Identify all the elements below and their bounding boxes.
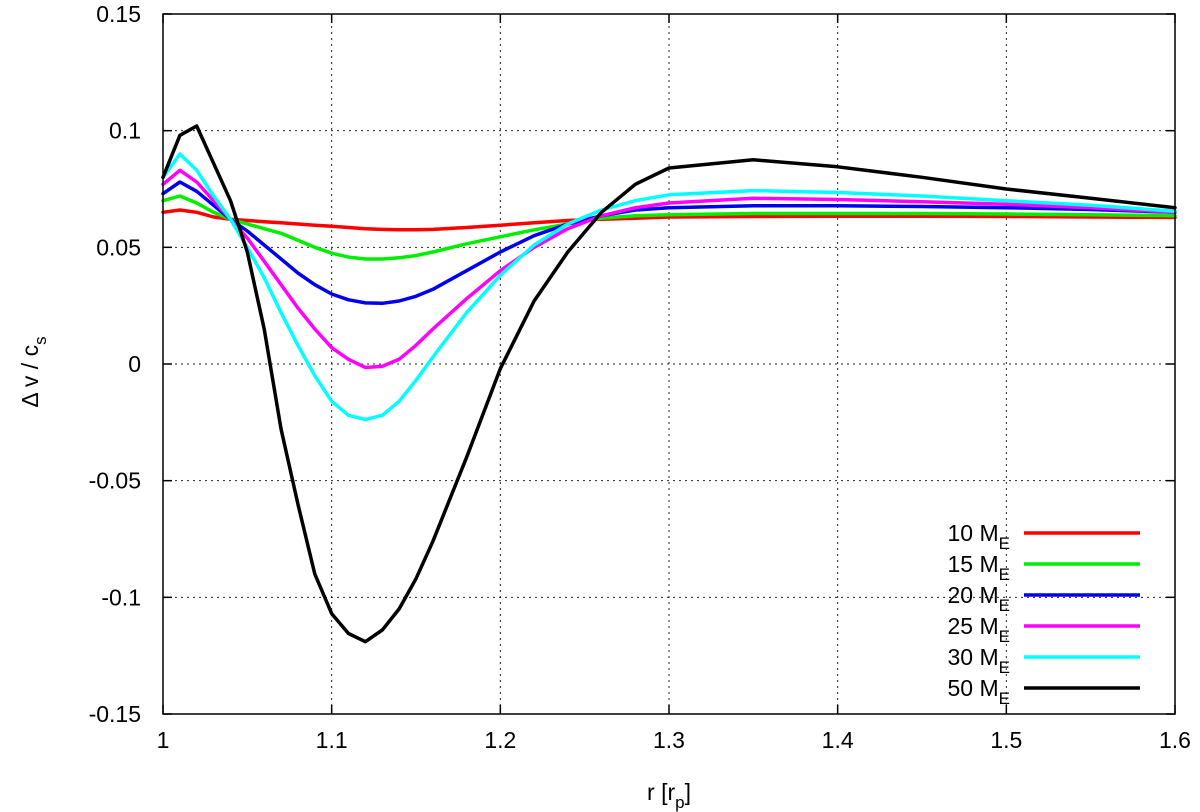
y-axis-label: Δ v / cs	[17, 336, 50, 407]
y-tick-labels: -0.15 -0.1 -0.05 0 0.05 0.1 0.15	[89, 1, 141, 727]
grid	[163, 14, 1175, 714]
legend-label-main: 15 M	[948, 551, 999, 577]
series-line	[161, 180, 1177, 306]
legend-label: 10 ME	[948, 520, 1010, 553]
legend-label-sub: E	[999, 534, 1010, 553]
y-tick-label: 0	[128, 351, 141, 377]
legend-label-sub: E	[999, 689, 1010, 708]
x-axis-label: r [rp]	[647, 779, 691, 812]
x-axis-label-sub: p	[675, 793, 684, 812]
x-axis-label-end: ]	[685, 779, 691, 805]
series-line	[161, 194, 1177, 261]
legend-label: 15 ME	[948, 551, 1010, 584]
x-tick-label: 1.5	[990, 727, 1022, 753]
series-line	[161, 208, 1177, 232]
x-tick-labels: 1 1.1 1.2 1.3 1.4 1.5 1.6	[157, 727, 1191, 753]
legend-label: 30 ME	[948, 644, 1010, 677]
x-tick-label: 1.1	[316, 727, 348, 753]
series-line	[161, 168, 1177, 370]
legend-label: 50 ME	[948, 675, 1010, 708]
legend-label-sub: E	[999, 627, 1010, 646]
series-line	[161, 124, 1177, 644]
x-tick-label: 1.3	[653, 727, 685, 753]
x-tick-label: 1	[157, 727, 170, 753]
x-tick-label: 1.2	[484, 727, 516, 753]
x-axis-label-main: r [r	[647, 779, 675, 805]
x-tick-label: 1.4	[822, 727, 854, 753]
y-tick-label: -0.15	[89, 701, 141, 727]
series-layer	[161, 124, 1177, 644]
legend-label-main: 30 M	[948, 644, 999, 670]
y-axis-label-sub: s	[31, 336, 50, 345]
legend-label-sub: E	[999, 596, 1010, 615]
legend-label-sub: E	[999, 658, 1010, 677]
legend-label: 25 ME	[948, 613, 1010, 646]
y-tick-label: 0.1	[109, 118, 141, 144]
legend-label-main: 50 M	[948, 675, 999, 701]
legend-label: 20 ME	[948, 582, 1010, 615]
y-axis-label-main: Δ v / c	[17, 345, 43, 408]
y-tick-label: -0.1	[101, 584, 141, 610]
legend-label-main: 10 M	[948, 520, 999, 546]
y-tick-label: -0.05	[89, 468, 141, 494]
x-tick-label: 1.6	[1159, 727, 1191, 753]
legend-label-sub: E	[999, 565, 1010, 584]
y-tick-label: 0.05	[96, 234, 141, 260]
legend-label-main: 20 M	[948, 582, 999, 608]
legend-label-main: 25 M	[948, 613, 999, 639]
axis-ticks	[162, 13, 1176, 715]
y-tick-label: 0.15	[96, 1, 141, 27]
